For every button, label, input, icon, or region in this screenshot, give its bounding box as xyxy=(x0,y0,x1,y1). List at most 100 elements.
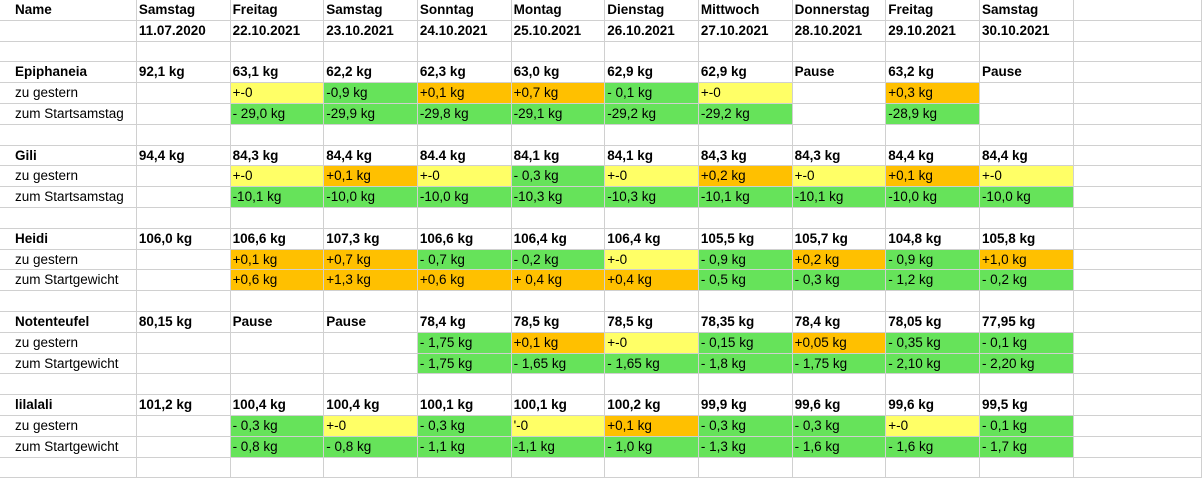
change-cell[interactable]: +0,1 kg xyxy=(417,83,512,104)
weight-cell[interactable]: 84,4 kg xyxy=(886,145,980,167)
weight-cell[interactable]: 62,2 kg xyxy=(324,62,418,84)
empty-cell[interactable] xyxy=(979,41,1074,63)
weight-cell[interactable]: 84,3 kg xyxy=(698,145,793,167)
change-cell[interactable]: '-0 xyxy=(511,415,606,437)
empty-cell[interactable] xyxy=(511,457,606,479)
weight-cell[interactable]: 106,4 kg xyxy=(511,228,606,250)
weight-cell[interactable]: 62,3 kg xyxy=(417,62,512,84)
change-cell[interactable]: +0,3 kg xyxy=(886,83,980,104)
empty-cell[interactable] xyxy=(605,291,699,312)
row-label[interactable]: zu gestern xyxy=(0,83,137,104)
change-cell[interactable]: -10,3 kg xyxy=(605,187,699,208)
row-label[interactable]: zu gestern xyxy=(0,166,137,188)
change-cell[interactable]: +0,7 kg xyxy=(324,249,418,271)
empty-cell[interactable] xyxy=(698,457,793,479)
person-name[interactable]: Notenteufel xyxy=(0,311,137,333)
change-cell[interactable] xyxy=(230,332,325,354)
empty-cell[interactable] xyxy=(511,374,606,396)
weight-cell[interactable]: 78,5 kg xyxy=(511,311,606,333)
empty-cell[interactable] xyxy=(605,41,699,63)
empty-cell[interactable] xyxy=(230,41,325,63)
empty-cell[interactable] xyxy=(230,207,325,229)
empty-cell[interactable] xyxy=(792,374,887,396)
change-cell[interactable]: +0,1 kg xyxy=(230,249,325,271)
empty-cell[interactable] xyxy=(979,374,1074,396)
empty-cell[interactable] xyxy=(698,291,793,312)
change-cell[interactable]: - 1,65 kg xyxy=(605,353,699,375)
empty-cell[interactable] xyxy=(136,249,231,271)
weight-cell[interactable]: Pause xyxy=(324,311,418,333)
change-cell[interactable]: +1,3 kg xyxy=(324,270,418,292)
date-header[interactable]: 22.10.2021 xyxy=(230,20,325,42)
weight-cell[interactable]: 84,1 kg xyxy=(511,145,606,167)
empty-cell[interactable] xyxy=(0,20,137,42)
change-cell[interactable]: - 2,10 kg xyxy=(886,353,980,375)
weight-cell[interactable]: 84,1 kg xyxy=(605,145,699,167)
change-cell[interactable] xyxy=(324,353,418,375)
weight-cell[interactable]: 84,3 kg xyxy=(792,145,887,167)
person-name[interactable]: Heidi xyxy=(0,228,137,250)
empty-cell[interactable] xyxy=(136,457,231,479)
day-header[interactable]: Montag xyxy=(511,0,606,21)
change-cell[interactable]: - 1,0 kg xyxy=(605,436,699,458)
change-cell[interactable]: - 0,9 kg xyxy=(886,249,980,271)
change-cell[interactable] xyxy=(324,332,418,354)
row-label[interactable]: zu gestern xyxy=(0,332,137,354)
empty-cell[interactable] xyxy=(136,207,231,229)
change-cell[interactable]: - 0,2 kg xyxy=(511,249,606,271)
row-label[interactable]: zum Startsamstag xyxy=(0,103,137,125)
change-cell[interactable]: - 0,3 kg xyxy=(698,415,793,437)
change-cell[interactable]: -29,2 kg xyxy=(605,103,699,125)
empty-cell[interactable] xyxy=(605,374,699,396)
change-cell[interactable]: - 0,8 kg xyxy=(230,436,325,458)
empty-cell[interactable] xyxy=(792,291,887,312)
empty-cell[interactable] xyxy=(1073,166,1202,188)
empty-cell[interactable] xyxy=(324,207,418,229)
change-cell[interactable]: -10,1 kg xyxy=(698,187,793,208)
change-cell[interactable] xyxy=(230,353,325,375)
empty-cell[interactable] xyxy=(136,415,231,437)
weight-cell[interactable]: 105,7 kg xyxy=(792,228,887,250)
change-cell[interactable]: - 1,6 kg xyxy=(886,436,980,458)
weight-cell[interactable]: 62,9 kg xyxy=(605,62,699,84)
person-name[interactable]: Gili xyxy=(0,145,137,167)
weight-cell[interactable]: Pause xyxy=(230,311,325,333)
empty-cell[interactable] xyxy=(792,124,887,146)
change-cell[interactable]: +-0 xyxy=(979,166,1074,188)
empty-cell[interactable] xyxy=(324,374,418,396)
empty-cell[interactable] xyxy=(417,41,512,63)
empty-cell[interactable] xyxy=(136,103,231,125)
weight-cell[interactable]: 63,0 kg xyxy=(511,62,606,84)
empty-cell[interactable] xyxy=(230,457,325,479)
empty-cell[interactable] xyxy=(1073,20,1202,42)
empty-cell[interactable] xyxy=(136,291,231,312)
empty-cell[interactable] xyxy=(886,41,980,63)
empty-cell[interactable] xyxy=(324,291,418,312)
change-cell[interactable]: - 1,7 kg xyxy=(979,436,1074,458)
empty-cell[interactable] xyxy=(324,457,418,479)
date-header[interactable]: 23.10.2021 xyxy=(324,20,418,42)
empty-cell[interactable] xyxy=(136,83,231,104)
change-cell[interactable]: - 0,3 kg xyxy=(792,415,887,437)
empty-cell[interactable] xyxy=(1073,103,1202,125)
change-cell[interactable]: - 0,3 kg xyxy=(417,415,512,437)
empty-cell[interactable] xyxy=(417,457,512,479)
empty-cell[interactable] xyxy=(0,41,137,63)
change-cell[interactable]: +-0 xyxy=(886,415,980,437)
change-cell[interactable]: -10,0 kg xyxy=(979,187,1074,208)
change-cell[interactable]: - 0,8 kg xyxy=(324,436,418,458)
empty-cell[interactable] xyxy=(698,207,793,229)
person-name[interactable]: Epiphaneia xyxy=(0,62,137,84)
empty-cell[interactable] xyxy=(1073,374,1202,396)
empty-cell[interactable] xyxy=(230,291,325,312)
empty-cell[interactable] xyxy=(1073,41,1202,63)
weight-cell[interactable]: 106,4 kg xyxy=(605,228,699,250)
empty-cell[interactable] xyxy=(698,124,793,146)
change-cell[interactable]: +-0 xyxy=(792,166,887,188)
empty-cell[interactable] xyxy=(0,374,137,396)
change-cell[interactable]: -29,2 kg xyxy=(698,103,793,125)
weight-cell[interactable]: 78,4 kg xyxy=(417,311,512,333)
weight-cell[interactable]: 78,4 kg xyxy=(792,311,887,333)
empty-cell[interactable] xyxy=(1073,270,1202,292)
change-cell[interactable]: +-0 xyxy=(698,83,793,104)
